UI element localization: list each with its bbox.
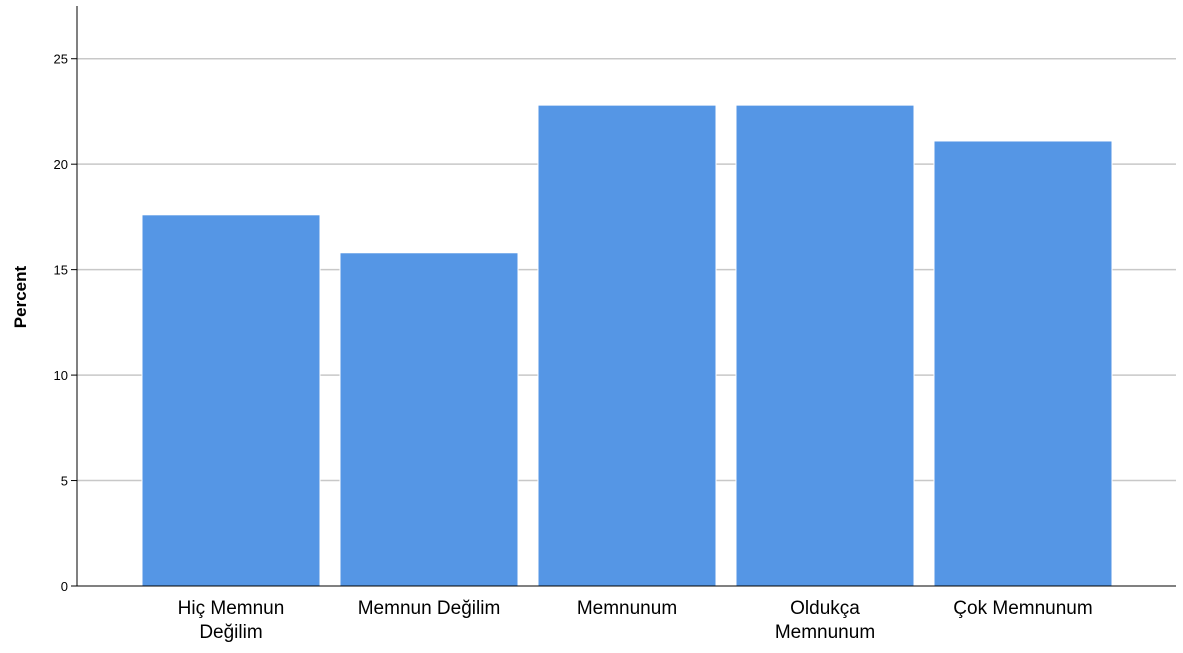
- bar: [735, 104, 915, 587]
- y-tick-label: 5: [61, 474, 68, 489]
- bar: [339, 252, 519, 587]
- y-axis-title: Percent: [11, 265, 30, 328]
- bars: [141, 104, 1113, 587]
- axes: [71, 6, 1176, 587]
- y-tick-label: 10: [54, 368, 68, 383]
- labels: 0 5 10 15 20 25 Hiç Memnun Değilim Memnun Değili…: [54, 52, 1093, 643]
- y-tick-label: 0: [61, 579, 68, 594]
- x-tick-label-line: Çok Memnunum: [953, 598, 1092, 619]
- x-tick-label-line: Hiç Memnun: [178, 598, 285, 619]
- x-tick-label-line: Değilim: [199, 622, 262, 643]
- x-tick-label-line: Oldukça: [790, 598, 860, 619]
- x-tick-label: Hiç Memnun Değilim: [178, 598, 285, 643]
- x-tick-label: Memnunum: [577, 598, 677, 619]
- x-tick-label-line: Memnunum: [775, 622, 875, 643]
- x-tick-label: Oldukça Memnunum: [775, 598, 875, 643]
- bar: [537, 104, 717, 587]
- x-tick-label: Çok Memnunum: [953, 598, 1092, 619]
- y-tick-label: 25: [54, 52, 68, 67]
- x-tick-label-line: Memnunum: [577, 598, 677, 619]
- y-tick-label: 20: [54, 157, 68, 172]
- bar: [933, 140, 1113, 587]
- y-tick-label: 15: [54, 263, 68, 278]
- x-tick-label: Memnun Değilim: [358, 598, 501, 619]
- x-tick-label-line: Memnun Değilim: [358, 598, 501, 619]
- bar: [141, 214, 321, 587]
